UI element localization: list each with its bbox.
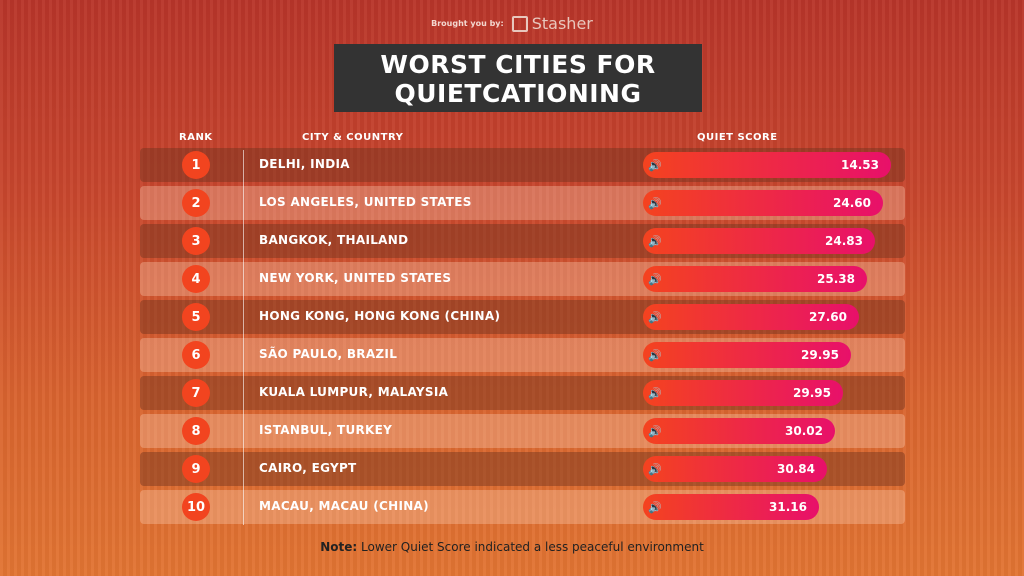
score-bar: 🔊 14.53 (643, 152, 891, 178)
score-bar: 🔊 30.84 (643, 456, 827, 482)
sponsor-line: Brought you by: Stasher (0, 14, 1024, 33)
table-row: 4 NEW YORK, UNITED STATES 🔊 25.38 (140, 262, 905, 296)
score-value: 14.53 (841, 158, 879, 172)
rank-badge: 4 (182, 265, 210, 293)
score-value: 30.02 (785, 424, 823, 438)
speaker-icon: 🔊 (648, 159, 662, 172)
speaker-icon: 🔊 (648, 349, 662, 362)
city-label: ISTANBUL, TURKEY (259, 423, 393, 437)
speaker-icon: 🔊 (648, 273, 662, 286)
page-title: WORST CITIES FOR QUIETCATIONING (334, 44, 702, 112)
score-bar: 🔊 31.16 (643, 494, 819, 520)
score-value: 29.95 (793, 386, 831, 400)
score-bar: 🔊 24.60 (643, 190, 883, 216)
speaker-icon: 🔊 (648, 235, 662, 248)
rank-badge: 1 (182, 151, 210, 179)
score-value: 31.16 (769, 500, 807, 514)
score-value: 24.60 (833, 196, 871, 210)
speaker-icon: 🔊 (648, 463, 662, 476)
footnote: Note: Lower Quiet Score indicated a less… (0, 540, 1024, 554)
score-value: 30.84 (777, 462, 815, 476)
rank-badge: 7 (182, 379, 210, 407)
city-label: LOS ANGELES, UNITED STATES (259, 195, 472, 209)
table-row: 7 KUALA LUMPUR, MALAYSIA 🔊 29.95 (140, 376, 905, 410)
city-label: NEW YORK, UNITED STATES (259, 271, 452, 285)
score-value: 25.38 (817, 272, 855, 286)
table-row: 6 SÃO PAULO, BRAZIL 🔊 29.95 (140, 338, 905, 372)
score-bar: 🔊 29.95 (643, 380, 843, 406)
city-label: MACAU, MACAU (CHINA) (259, 499, 429, 513)
title-line-1: WORST CITIES FOR (380, 50, 656, 79)
city-label: CAIRO, EGYPT (259, 461, 357, 475)
speaker-icon: 🔊 (648, 425, 662, 438)
rank-badge: 2 (182, 189, 210, 217)
brought-label: Brought you by: (431, 19, 504, 28)
city-label: SÃO PAULO, BRAZIL (259, 347, 398, 361)
table-row: 1 DELHI, INDIA 🔊 14.53 (140, 148, 905, 182)
stasher-logo-icon (511, 15, 528, 32)
speaker-icon: 🔊 (648, 501, 662, 514)
speaker-icon: 🔊 (648, 311, 662, 324)
score-bar: 🔊 25.38 (643, 266, 867, 292)
rank-badge: 10 (182, 493, 210, 521)
score-bar: 🔊 24.83 (643, 228, 875, 254)
note-text: Lower Quiet Score indicated a less peace… (361, 540, 704, 554)
speaker-icon: 🔊 (648, 197, 662, 210)
city-label: HONG KONG, HONG KONG (CHINA) (259, 309, 501, 323)
table-row: 3 BANGKOK, THAILAND 🔊 24.83 (140, 224, 905, 258)
city-label: BANGKOK, THAILAND (259, 233, 409, 247)
note-label: Note: (320, 540, 358, 554)
rank-badge: 9 (182, 455, 210, 483)
city-label: DELHI, INDIA (259, 157, 350, 171)
score-value: 27.60 (809, 310, 847, 324)
score-bar: 🔊 30.02 (643, 418, 835, 444)
score-value: 29.95 (801, 348, 839, 362)
brand-name: Stasher (531, 14, 593, 33)
header-rank: RANK (179, 132, 213, 143)
city-label: KUALA LUMPUR, MALAYSIA (259, 385, 449, 399)
table-row: 5 HONG KONG, HONG KONG (CHINA) 🔊 27.60 (140, 300, 905, 334)
speaker-icon: 🔊 (648, 387, 662, 400)
table-row: 9 CAIRO, EGYPT 🔊 30.84 (140, 452, 905, 486)
table-row: 2 LOS ANGELES, UNITED STATES 🔊 24.60 (140, 186, 905, 220)
rank-badge: 8 (182, 417, 210, 445)
table-row: 8 ISTANBUL, TURKEY 🔊 30.02 (140, 414, 905, 448)
title-line-2: QUIETCATIONING (394, 79, 642, 108)
score-bar: 🔊 27.60 (643, 304, 859, 330)
header-city: CITY & COUNTRY (302, 132, 404, 143)
table-row: 10 MACAU, MACAU (CHINA) 🔊 31.16 (140, 490, 905, 524)
rank-badge: 3 (182, 227, 210, 255)
stasher-logo: Stasher (511, 14, 593, 33)
score-value: 24.83 (825, 234, 863, 248)
rank-badge: 6 (182, 341, 210, 369)
rank-badge: 5 (182, 303, 210, 331)
column-divider (243, 150, 244, 525)
score-bar: 🔊 29.95 (643, 342, 851, 368)
header-score: QUIET SCORE (697, 132, 778, 143)
